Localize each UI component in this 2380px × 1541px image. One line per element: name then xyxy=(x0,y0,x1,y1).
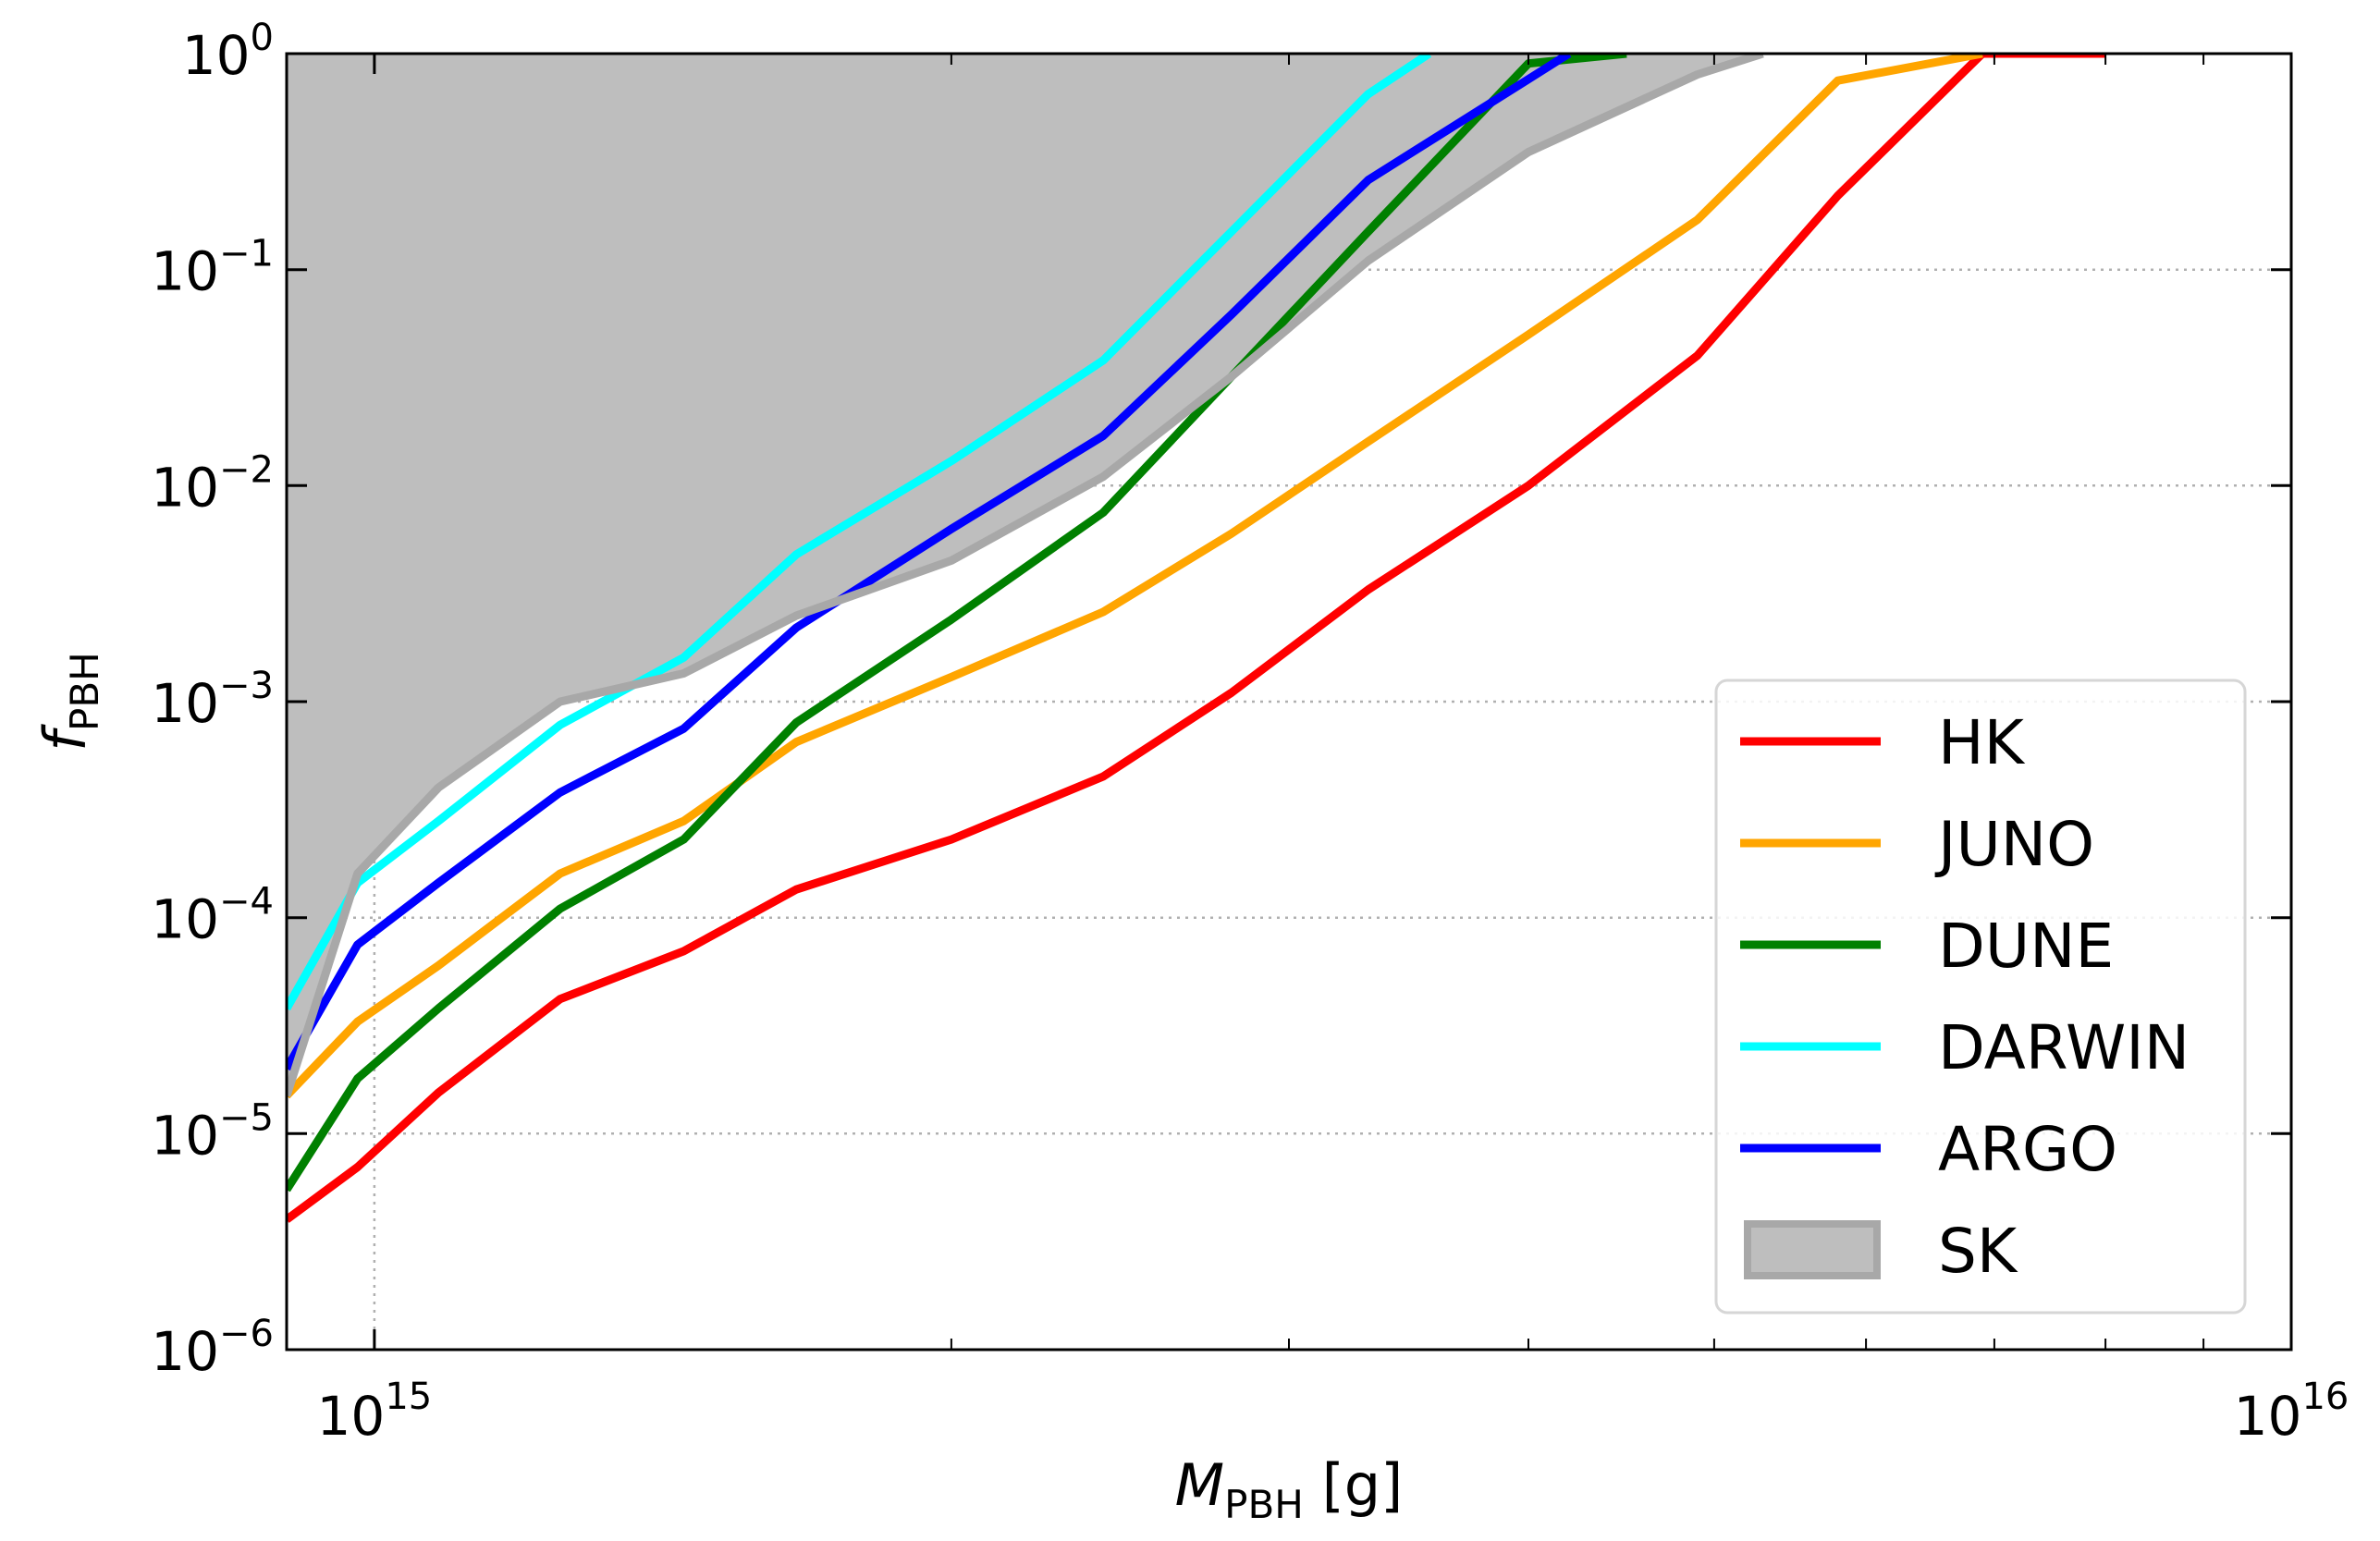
axis-ticks: 1015 1016 100 10−1 10−2 10−3 10−4 10−5 10−6 xyxy=(151,17,2349,1448)
x-tick-label: 1015 xyxy=(317,1376,433,1448)
plot-content xyxy=(287,54,2106,1223)
axis-labels: MPBH [g]fPBH xyxy=(31,652,1403,1527)
series-line-juno xyxy=(287,54,1983,1099)
series-line-hk xyxy=(287,54,2106,1223)
legend-label-darwin: DARWIN xyxy=(1938,1012,2190,1083)
legend-label-hk: HK xyxy=(1938,707,2026,778)
series-line-darwin xyxy=(287,54,1432,1011)
legend-label-sk: SK xyxy=(1938,1216,2018,1287)
y-tick-label: 10−2 xyxy=(151,448,274,519)
y-tick-label: 10−4 xyxy=(151,881,274,951)
legend: HK JUNO DUNE DARWIN ARGO SK xyxy=(1714,679,2247,1315)
legend-label-juno: JUNO xyxy=(1934,809,2094,880)
x-tick-label: 1016 xyxy=(2234,1376,2349,1448)
y-tick-label: 10−1 xyxy=(151,233,274,303)
sk-excluded-region xyxy=(287,54,1763,1096)
series-lines xyxy=(287,54,2106,1223)
y-tick-label: 10−5 xyxy=(151,1096,274,1167)
series-line-dune xyxy=(287,54,1627,1192)
legend-box xyxy=(1714,679,2247,1315)
y-tick-label: 10−3 xyxy=(151,665,274,735)
legend-swatch-sk xyxy=(1744,1220,1881,1279)
legend-label-dune: DUNE xyxy=(1938,911,2114,982)
x-axis-label: MPBH [g] xyxy=(1175,1451,1404,1527)
sk-boundary-line xyxy=(287,54,1764,1097)
y-tick-label: 10−6 xyxy=(151,1313,274,1383)
series-line-argo xyxy=(287,54,1572,1071)
legend-label-argo: ARGO xyxy=(1938,1114,2117,1185)
y-tick-label: 100 xyxy=(182,17,274,87)
